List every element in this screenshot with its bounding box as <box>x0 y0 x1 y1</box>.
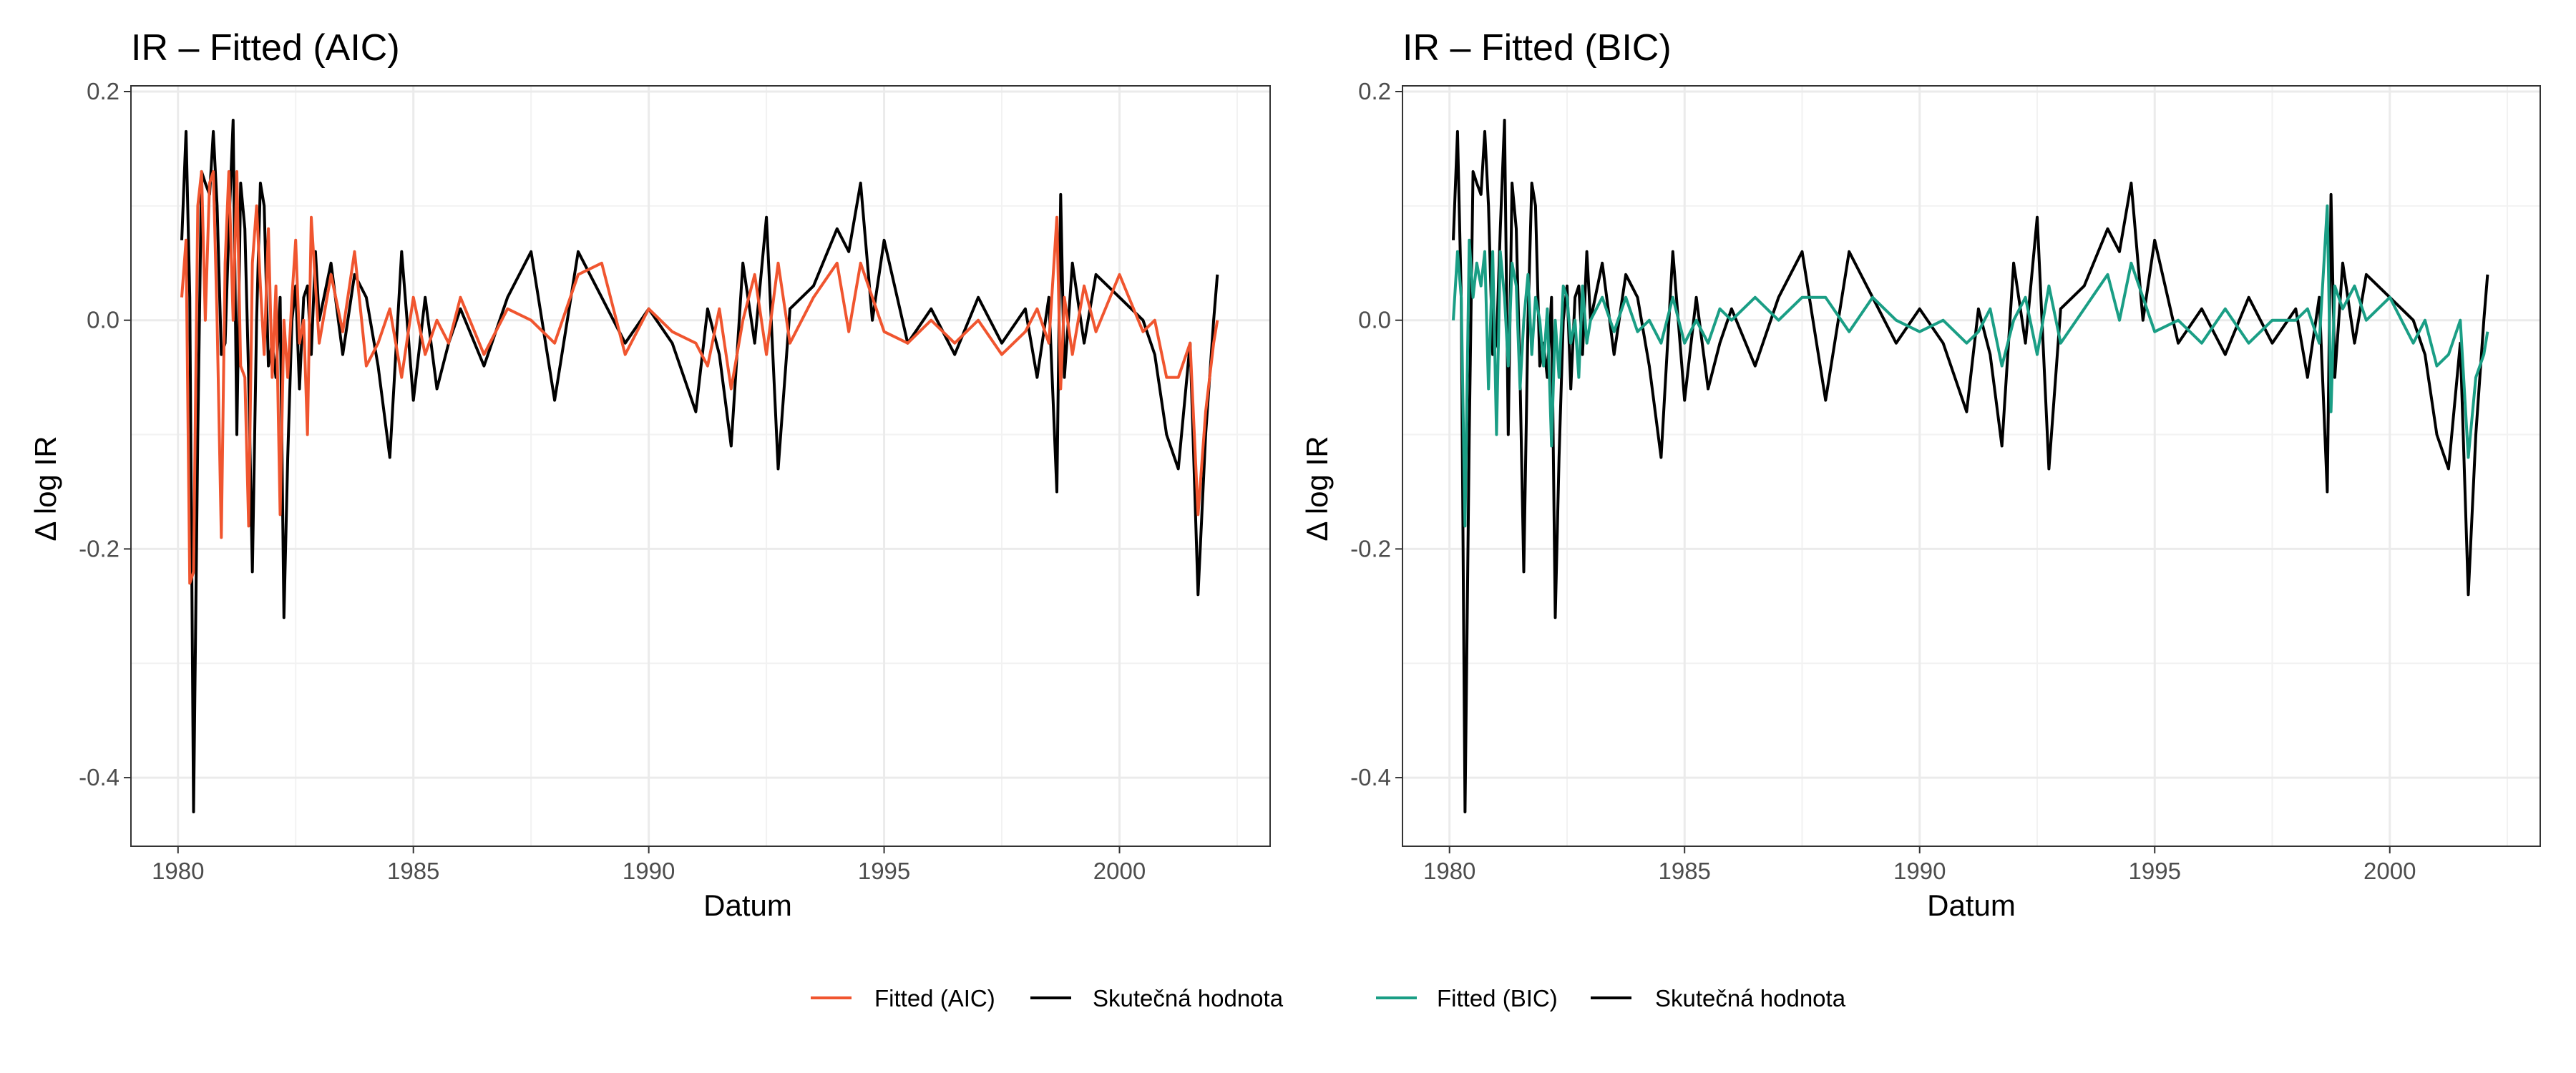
series-lines <box>180 119 1219 813</box>
x-tick-label: 1995 <box>858 858 910 884</box>
ticks: 1980 1985 1990 1995 2000 0.2 0.0 -0.2 -0.4 <box>1350 78 2416 884</box>
y-tick-label: 0.2 <box>87 78 119 104</box>
legend-aic: Fitted (AIC) Skutečná hodnota <box>811 985 1284 1011</box>
legend-label-actual: Skutečná hodnota <box>1655 985 1846 1011</box>
x-tick-label: 1990 <box>623 858 675 884</box>
x-tick-label: 1985 <box>1659 858 1711 884</box>
y-tick-label: -0.2 <box>79 535 119 562</box>
panel-border <box>130 85 1271 847</box>
x-tick-label: 2000 <box>1093 858 1146 884</box>
chart-title: IR – Fitted (BIC) <box>1402 27 1672 69</box>
x-tick-label: 2000 <box>2363 858 2416 884</box>
legend-label-fitted-aic: Fitted (AIC) <box>874 985 995 1011</box>
y-tick-label: 0.0 <box>1358 307 1391 333</box>
x-axis-title: Datum <box>1927 888 2016 922</box>
y-tick-label: -0.2 <box>1350 535 1391 562</box>
series-lines <box>1452 119 2489 813</box>
grid <box>131 86 1270 846</box>
series-line-skute-n-hodnota <box>180 119 1219 813</box>
y-tick-label: 0.2 <box>1358 78 1391 104</box>
y-tick-label: 0.0 <box>87 307 119 333</box>
panel-bic: IR – Fitted (BIC) Datum Δ log IR 1980 198… <box>1300 27 2541 922</box>
series-line-skute-n-hodnota <box>1452 119 2489 813</box>
x-tick-label: 1980 <box>152 858 204 884</box>
panel-aic: IR – Fitted (AIC) Datum Δ log IR 1980 198… <box>29 27 1271 922</box>
chart-title: IR – Fitted (AIC) <box>131 27 400 69</box>
x-tick-label: 1980 <box>1423 858 1475 884</box>
y-tick-label: -0.4 <box>79 764 119 790</box>
y-axis-title: Δ log IR <box>29 436 62 541</box>
legend-label-fitted-bic: Fitted (BIC) <box>1437 985 1558 1011</box>
x-tick-label: 1985 <box>387 858 439 884</box>
x-tick-label: 1990 <box>1893 858 1946 884</box>
series-line-fitted-aic <box>180 170 1219 585</box>
legend-label-actual: Skutečná hodnota <box>1093 985 1284 1011</box>
ticks: 1980 1985 1990 1995 2000 0.2 0.0 -0.2 -0.4 <box>79 78 1146 884</box>
grid <box>1402 86 2540 846</box>
panel-border <box>1402 85 2541 847</box>
x-tick-label: 1995 <box>2129 858 2181 884</box>
legend-bic: Fitted (BIC) Skutečná hodnota <box>1376 985 1846 1011</box>
x-axis-title: Datum <box>703 888 792 922</box>
y-axis-title: Δ log IR <box>1300 436 1334 541</box>
y-tick-label: -0.4 <box>1350 764 1391 790</box>
series-line-fitted-bic <box>1452 204 2489 528</box>
